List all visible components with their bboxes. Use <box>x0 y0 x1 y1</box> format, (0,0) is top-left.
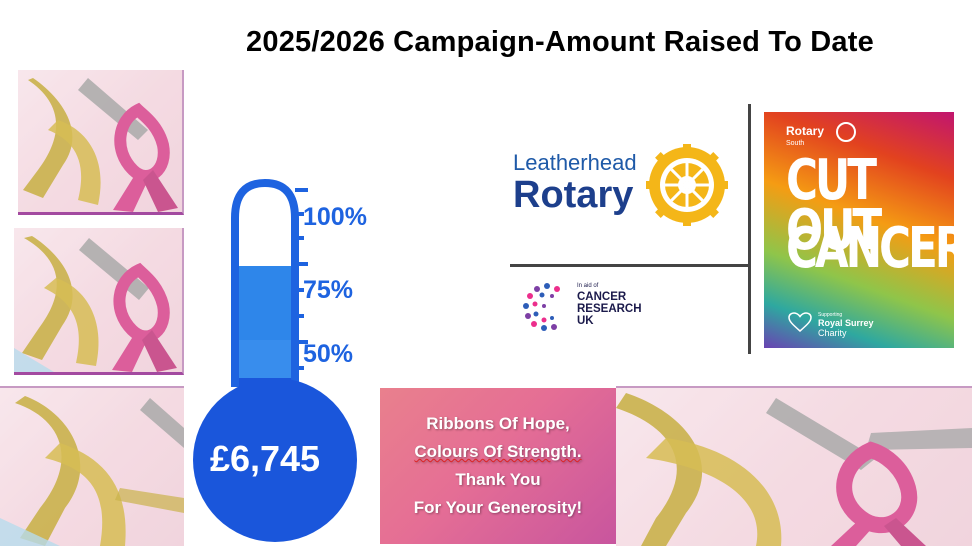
ribbon-image-4 <box>616 386 972 546</box>
ribbon-image-1 <box>18 70 184 215</box>
logo-line-rotary: Rotary <box>513 174 634 216</box>
poster-brand: Rotary <box>786 124 825 138</box>
thank-you-message: Ribbons Of Hope, Colours Of Strength. Th… <box>380 388 616 544</box>
cancer-research-line-2: RESEARCH <box>577 303 642 315</box>
cut-out-cancer-poster: Rotary South CUT OUT CANCER Supporting R… <box>764 112 954 348</box>
ribbon-image-2 <box>14 228 184 375</box>
amount-raised: £6,745 <box>209 438 321 479</box>
fundraising-thermometer <box>190 178 380 544</box>
poster-charity-1: Royal Surrey <box>818 318 874 328</box>
thermometer-label-50: 50% <box>303 340 354 368</box>
vertical-divider <box>748 104 751 354</box>
ribbon-image-3 <box>0 386 184 546</box>
thermometer-label-75: 75% <box>303 276 354 304</box>
logo-line-leatherhead: Leatherhead <box>513 150 637 175</box>
cancer-research-logo-icon <box>522 282 572 332</box>
thermometer-icon <box>193 178 357 542</box>
poster-supporting: Supporting <box>818 312 843 318</box>
page-title: 2025/2026 Campaign-Amount Raised To Date <box>246 26 874 58</box>
cancer-research-line-3: UK <box>577 315 594 327</box>
cancer-research-line-1: CANCER <box>577 291 627 303</box>
awareness-ribbons-icon <box>18 70 182 212</box>
awareness-ribbons-icon <box>14 228 182 372</box>
poster-line-1: CUT OUT <box>786 148 882 263</box>
poster-rotary-wheel-icon <box>836 122 856 142</box>
awareness-ribbons-icon <box>616 388 972 546</box>
heart-icon <box>788 312 812 332</box>
poster-charity-2: Charity <box>818 328 847 338</box>
awareness-ribbons-icon <box>0 388 184 546</box>
poster-brand-sub: South <box>786 140 805 147</box>
thermometer-label-100: 100% <box>303 203 367 231</box>
message-line-2: Colours Of Strength. <box>414 442 582 461</box>
poster-line-2: CANCER <box>786 216 954 281</box>
cancer-research-in-aid-of: In aid of <box>577 283 599 289</box>
message-line-3: Thank You <box>455 470 541 489</box>
message-line-4: For Your Generosity! <box>413 498 583 517</box>
message-line-1: Ribbons Of Hope, <box>426 414 570 433</box>
horizontal-divider <box>510 264 750 267</box>
rotary-wheel-icon <box>646 144 728 226</box>
leatherhead-rotary-logo: Leatherhead Rotary <box>513 150 637 217</box>
